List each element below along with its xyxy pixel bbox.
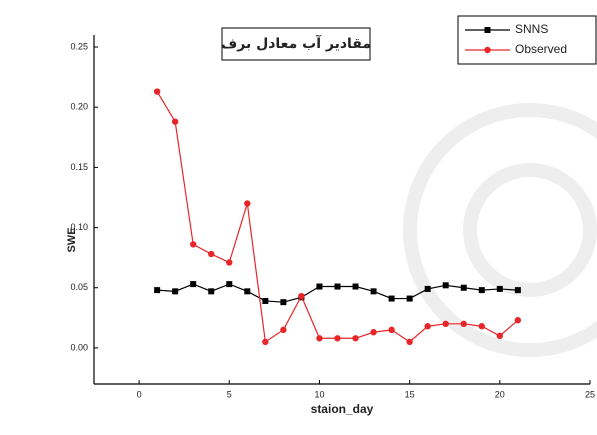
data-point xyxy=(226,259,233,266)
data-point xyxy=(262,297,269,304)
data-point xyxy=(244,200,251,207)
x-axis-label: staion_day xyxy=(311,402,374,416)
data-point xyxy=(334,335,341,342)
data-point xyxy=(334,283,341,290)
x-tick-label: 5 xyxy=(227,389,232,399)
data-point xyxy=(352,283,359,290)
data-point xyxy=(190,241,197,248)
y-tick-label: 0.15 xyxy=(70,162,88,172)
data-point xyxy=(442,320,449,328)
legend-marker xyxy=(484,27,491,33)
data-point xyxy=(370,329,377,336)
data-point xyxy=(514,317,522,324)
legend-label: Observed xyxy=(515,42,567,56)
data-point xyxy=(460,320,467,328)
data-point xyxy=(280,299,287,306)
y-tick-label: 0.20 xyxy=(70,102,88,112)
x-tick-label: 10 xyxy=(314,389,324,399)
data-point xyxy=(496,332,504,340)
legend-label: SNNS xyxy=(515,22,548,36)
y-axis-label: SWE xyxy=(66,227,78,252)
legend-marker xyxy=(484,46,491,54)
chart-title: مقادير آب معادل برف xyxy=(221,34,371,52)
background-pattern xyxy=(403,103,597,357)
data-point xyxy=(388,295,395,302)
title-box xyxy=(221,27,371,61)
data-point xyxy=(244,288,251,295)
data-point xyxy=(352,335,359,342)
data-point xyxy=(316,283,323,290)
data-point xyxy=(190,281,197,288)
data-point xyxy=(496,285,503,292)
data-point xyxy=(406,338,413,346)
x-tick-label: 0 xyxy=(137,389,142,399)
data-point xyxy=(478,323,485,330)
data-point xyxy=(460,284,467,291)
data-point xyxy=(316,335,323,342)
y-tick-label: 0.25 xyxy=(70,41,88,51)
y-tick-label: 0.00 xyxy=(70,342,88,352)
data-point xyxy=(226,281,233,288)
data-point xyxy=(406,295,413,302)
data-point xyxy=(280,326,287,334)
y-tick-label: 0.10 xyxy=(70,222,88,232)
data-point xyxy=(262,338,269,346)
data-point xyxy=(153,88,161,95)
x-tick-label: 15 xyxy=(405,389,415,399)
data-point xyxy=(154,287,161,294)
x-tick-label: 25 xyxy=(585,389,595,399)
data-point xyxy=(172,288,179,295)
x-tick-label: 20 xyxy=(495,389,505,399)
data-point xyxy=(298,292,305,300)
data-point xyxy=(424,285,431,292)
data-point xyxy=(370,288,377,295)
data-point xyxy=(208,250,215,258)
data-point xyxy=(208,288,215,295)
data-point xyxy=(442,282,449,289)
y-tick-label: 0.05 xyxy=(70,282,88,292)
data-point xyxy=(424,323,431,330)
data-point xyxy=(388,326,395,334)
data-point xyxy=(171,118,179,125)
legend-box xyxy=(457,15,597,65)
data-point xyxy=(514,287,521,294)
data-point xyxy=(478,287,485,294)
